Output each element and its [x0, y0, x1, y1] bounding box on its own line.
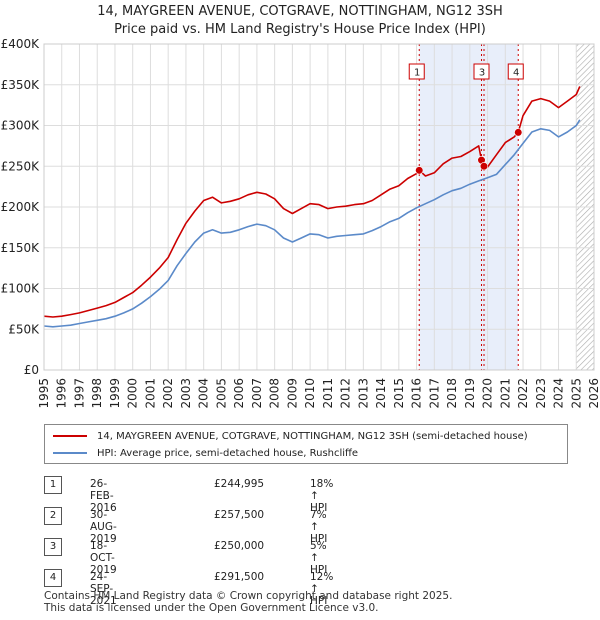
- x-tick-label: 2023: [534, 378, 548, 409]
- sale-date: 24-SEP-2021: [90, 571, 117, 607]
- y-tick-label: £350K: [1, 78, 41, 92]
- sale-number-badge: 3: [44, 538, 62, 556]
- sale-price: £257,500: [214, 509, 265, 521]
- y-tick-label: £300K: [1, 119, 41, 133]
- sale-date: 26-FEB-2016: [90, 478, 117, 514]
- sale-label-number: 3: [479, 68, 485, 79]
- legend-label-hpi: HPI: Average price, semi-detached house,…: [97, 447, 359, 459]
- x-tick-label: 2022: [516, 378, 530, 409]
- x-tick-label: 1996: [55, 378, 69, 409]
- sale-marker-dot: [514, 128, 523, 137]
- x-tick-label: 2025: [569, 378, 583, 409]
- sale-number-badge: 4: [44, 569, 62, 587]
- hpi-line: [43, 119, 581, 328]
- x-tick-label: 2024: [552, 378, 566, 409]
- footer-line: Contains HM Land Registry data © Crown c…: [44, 590, 453, 602]
- legend-item-property: 14, MAYGREEN AVENUE, COTGRAVE, NOTTINGHA…: [53, 428, 528, 444]
- x-tick-label: 2001: [143, 378, 157, 409]
- y-tick-label: £50K: [8, 322, 40, 336]
- x-tick-label: 2019: [463, 378, 477, 409]
- sale-hpi-diff: 5% ↑ HPI: [310, 540, 328, 576]
- y-tick-label: £100K: [1, 282, 41, 296]
- x-tick-label: 1999: [108, 378, 122, 409]
- y-tick-label: £400K: [1, 37, 41, 51]
- sale-date: 30-AUG-2019: [90, 509, 117, 545]
- legend-label-property: 14, MAYGREEN AVENUE, COTGRAVE, NOTTINGHA…: [97, 430, 528, 442]
- sale-label-number: 1: [414, 68, 420, 79]
- x-tick-label: 2020: [481, 378, 495, 409]
- x-tick-label: 2017: [427, 378, 441, 409]
- footer-attribution: Contains HM Land Registry data © Crown c…: [44, 590, 452, 614]
- sale-hpi-diff: 7% ↑ HPI: [310, 509, 328, 545]
- y-tick-label: £150K: [1, 241, 41, 255]
- y-tick-label: £200K: [1, 200, 41, 214]
- x-tick-label: 2013: [356, 378, 370, 409]
- sale-number-badge: 1: [44, 476, 62, 494]
- x-tick-label: 2018: [445, 378, 459, 409]
- x-tick-label: 2000: [126, 378, 140, 409]
- sale-hpi-diff: 12% ↑ HPI: [310, 571, 334, 607]
- x-tick-label: 2008: [268, 378, 282, 409]
- price-chart: 1 3 4 £0 £50K £100K £150K £200K £250K £300K £350K…: [1, 37, 600, 409]
- legend-swatch-property: [53, 435, 87, 437]
- x-tick-label: 2007: [250, 378, 264, 409]
- x-tick-label: 2015: [392, 378, 406, 409]
- x-tick-label: 1997: [72, 378, 86, 409]
- sale-marker-dot: [479, 162, 489, 171]
- sale-label-number: 4: [513, 68, 519, 79]
- x-tick-label: 2010: [303, 378, 317, 409]
- sale-hpi-diff: 18% ↑ HPI: [310, 478, 334, 514]
- x-tick-label: 2011: [321, 378, 335, 409]
- sale-price: £244,995: [214, 478, 265, 490]
- sale-date: 18-OCT-2019: [90, 540, 117, 576]
- sale-label-box: [473, 63, 490, 80]
- x-tick-label: 1995: [37, 378, 51, 409]
- sale-label-box: [507, 63, 524, 80]
- sale-marker-dot: [415, 166, 424, 175]
- x-tick-label: 2004: [197, 378, 211, 409]
- property-price-line: [43, 86, 581, 318]
- sale-price: £291,500: [214, 571, 265, 583]
- sale-number-badge: 2: [44, 507, 62, 525]
- legend-swatch-hpi: [53, 452, 87, 454]
- x-tick-label: 2012: [339, 378, 353, 409]
- chart-title-address: 14, MAYGREEN AVENUE, COTGRAVE, NOTTINGHA…: [97, 4, 503, 19]
- x-tick-label: 2005: [214, 378, 228, 409]
- y-tick-label: £250K: [1, 159, 41, 173]
- x-tick-label: 2026: [587, 378, 600, 409]
- x-tick-label: 2009: [285, 378, 299, 409]
- sale-price: £250,000: [214, 540, 265, 552]
- chart-subtitle: Price paid vs. HM Land Registry's House …: [114, 22, 486, 37]
- chart-legend: 14, MAYGREEN AVENUE, COTGRAVE, NOTTINGHA…: [44, 424, 568, 464]
- plot-frame: [43, 43, 595, 371]
- x-tick-label: 2021: [498, 378, 512, 409]
- x-tick-label: 2003: [179, 378, 193, 409]
- x-tick-label: 2006: [232, 378, 246, 409]
- x-tick-label: 2016: [410, 378, 424, 409]
- x-tick-label: 2014: [374, 378, 388, 409]
- y-tick-label: £0: [24, 363, 39, 377]
- footer-line: This data is licensed under the Open Gov…: [44, 602, 379, 614]
- x-tick-label: 1998: [90, 378, 104, 409]
- legend-item-hpi: HPI: Average price, semi-detached house,…: [53, 445, 358, 461]
- x-tick-label: 2002: [161, 378, 175, 409]
- sale-label-box: [408, 63, 425, 80]
